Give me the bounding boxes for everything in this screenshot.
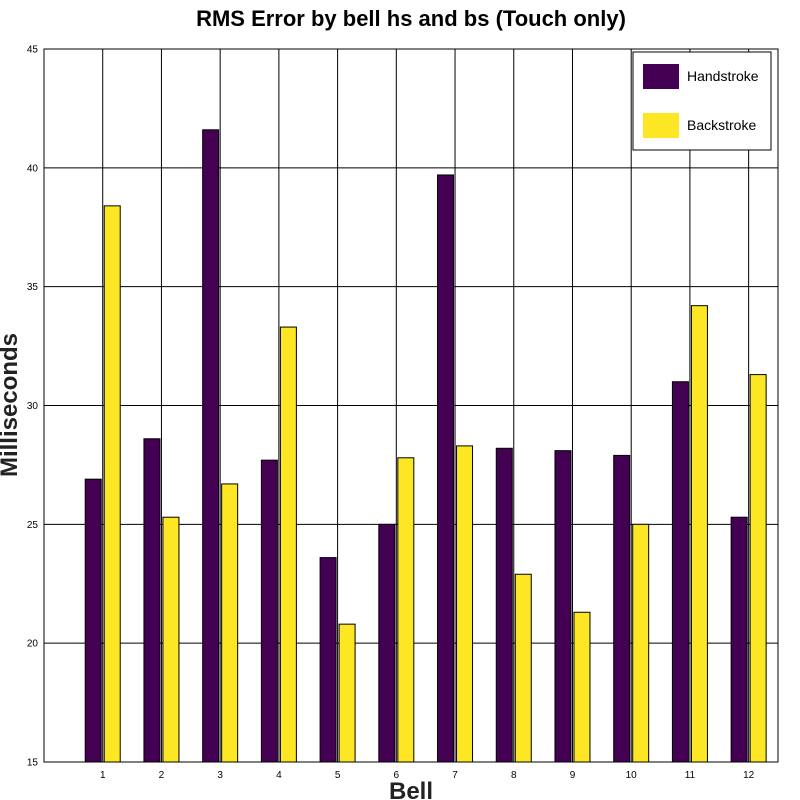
x-tick-label: 6 [394,770,400,781]
y-tick-label: 40 [27,163,39,174]
handstroke-bar [671,381,689,763]
backstroke-bar [573,611,591,763]
x-axis-label: Bell [389,778,433,800]
x-tick-label: 5 [335,770,341,781]
x-tick-label: 9 [570,770,576,781]
backstroke-bar [221,483,239,763]
backstroke-bar [514,573,532,763]
x-tick-label: 2 [159,770,165,781]
handstroke-bar [437,174,455,763]
y-tick-label: 25 [27,520,39,531]
x-tick-label: 1 [100,770,106,781]
y-tick-label: 45 [27,45,39,56]
handstroke-bar [319,557,337,763]
backstroke-bar [162,516,180,763]
x-tick-label: 11 [685,770,696,781]
handstroke-bar [84,478,102,763]
x-tick-label: 8 [511,770,517,781]
x-tick-label: 4 [276,770,282,781]
legend-label: Handstroke [687,68,759,84]
handstroke-bar [260,459,278,763]
x-tick-label: 7 [452,770,458,781]
x-tick-label: 12 [743,770,755,781]
handstroke-bar [730,516,748,763]
backstroke-bar [279,326,297,763]
backstroke-bar [456,445,474,763]
plot-frame [43,48,779,763]
y-tick-label: 20 [27,639,39,650]
handstroke-bar [495,447,513,763]
x-tick-label: 10 [626,770,638,781]
legend: Handstroke Backstroke [632,51,772,151]
bars [84,129,767,763]
backstroke-bar [690,305,708,763]
y-axis-label: Milliseconds [0,333,23,477]
backstroke-bar [749,374,767,763]
backstroke-bar [338,623,356,763]
legend-swatch [643,64,679,89]
chart-title: RMS Error by bell hs and bs (Touch only) [196,6,626,31]
legend-label: Backstroke [687,117,756,133]
y-tick-label: 30 [27,401,39,412]
handstroke-bar [378,523,396,763]
handstroke-bar [554,450,572,763]
backstroke-bar [397,457,415,763]
y-tick-label: 35 [27,282,39,293]
legend-swatch [643,113,679,138]
handstroke-bar [613,454,631,763]
handstroke-bar [143,438,161,763]
y-tick-label: 15 [27,758,39,769]
backstroke-bar [632,523,650,763]
backstroke-bar [103,205,121,763]
handstroke-bar [202,129,220,763]
x-tick-label: 3 [217,770,223,781]
